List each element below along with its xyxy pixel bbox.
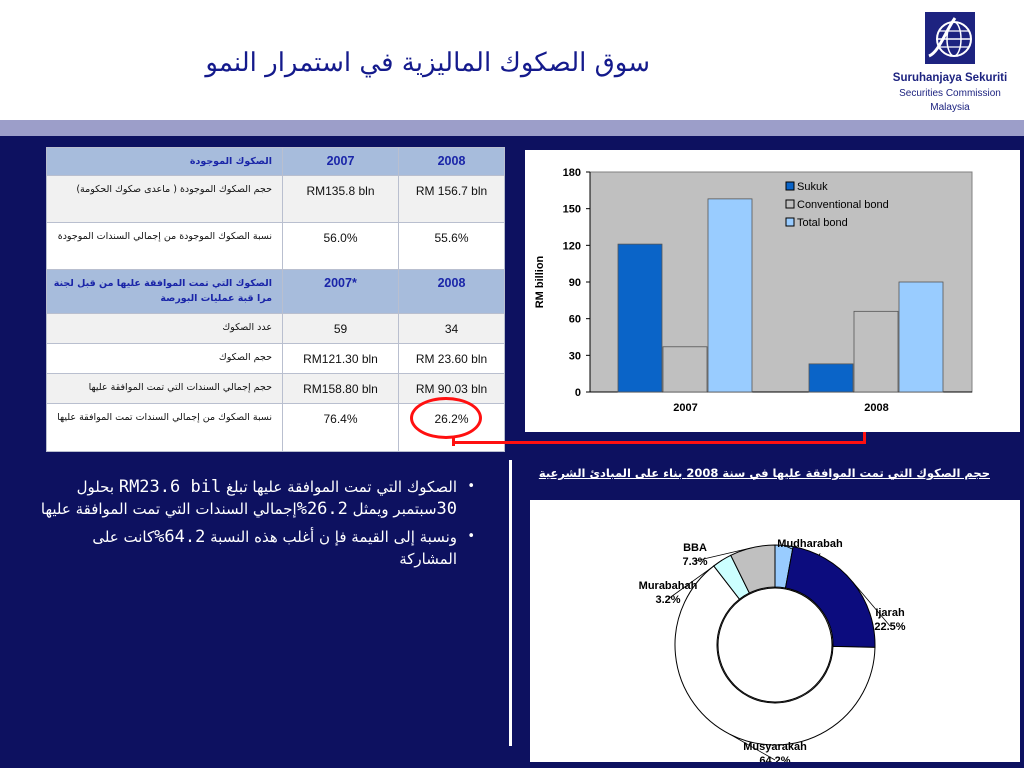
logo-country: Malaysia [930,102,970,113]
legend-swatch [785,181,795,191]
row-value: RM 156.7 bln [398,175,505,223]
bullet-text: إجمالي السندات التي تمت الموافقة عليها [40,500,297,518]
y-tick-label: 30 [569,350,581,362]
row-label: نسبة الصكوك الموجودة من إجمالي السندات ا… [46,222,283,270]
table-header-year: 2008 [398,147,505,176]
bullet-item: • الصكوك التي تمت الموافقة عليها تبلغ RM… [40,476,475,520]
header [0,0,1024,120]
bar-chart-panel: 0 30 60 90 120 150 180 RM billion 2007 2008 Sukuk C… [525,150,1020,432]
pie-chart: Mudharabah2.9%Ijarah22.5%Musyarakah64.2%… [639,538,906,767]
table-header-row: الصكوك الموجودة 2007 2008 [46,147,505,176]
bullet-dot-icon: • [467,529,475,544]
bar [707,198,753,393]
table-row: نسبة الصكوك الموجودة من إجمالي السندات ا… [46,222,505,270]
bullet-percent: 26.2% [296,499,348,519]
pie-chart-panel: Mudharabah2.9%Ijarah22.5%Musyarakah64.2%… [530,500,1020,767]
y-tick-label: 120 [563,240,581,252]
logo-name: Suruhanjaya Sekuriti [892,72,1008,84]
highlight-circle [410,397,482,439]
bullet-text: كانت على المشاركة [92,528,457,568]
bar [808,363,854,393]
connector-line [452,441,866,444]
slice-name-label: BBA [683,542,707,554]
legend-swatch [785,217,795,227]
logo: Suruhanjaya Sekuriti Securities Commissi… [880,10,1020,116]
row-value: 56.0% [282,222,399,270]
leader-line [694,547,753,562]
row-value: RM158.80 bln [282,373,399,404]
table-row: عدد الصكوك 59 34 [46,313,505,344]
bar-chart: 0 30 60 90 120 150 180 RM billion 2007 2008 Sukuk C… [534,167,973,414]
row-value: 55.6% [398,222,505,270]
row-label: حجم إجمالي السندات التي تمت الموافقة علي… [46,373,283,404]
table-header-label: الصكوك الموجودة [46,147,283,176]
slice-name-label: Ijarah [875,607,905,619]
bar [662,346,708,393]
row-value: 59 [282,313,399,344]
slice-name-label: Murabahah [639,580,698,592]
x-tick-label: 2008 [864,402,888,414]
row-value: 76.4% [282,403,399,452]
logo-globe-icon [925,12,975,64]
table-header-label: الصكوك التي تمت الموافقة عليها من قبل لج… [46,269,283,314]
slice-value-label: 3.2% [655,594,680,606]
pie-chart-title: حجم الصكوك التي تمت الموافقة عليها في سن… [538,466,990,480]
y-tick-label: 180 [563,167,581,179]
donut-hole [717,587,833,703]
table-header-year: 2007* [282,269,399,314]
bullet-amount: RM23.6 bil [118,477,222,497]
slide-title: سوق الصكوك الماليزية في استمرار النمو [205,48,650,78]
donut-slice [730,544,776,594]
donut-slice [674,565,876,746]
slice-value-label: 22.5% [874,621,905,633]
sukuk-table: الصكوك الموجودة 2007 2008 حجم الصكوك الم… [46,147,505,452]
legend-label: Sukuk [797,181,828,193]
table-row: حجم الصكوك RM121.30 bln RM 23.60 bln [46,343,505,374]
header-stripe [0,120,1024,136]
logo-subtitle: Securities Commission [899,88,1001,99]
row-value: RM 23.60 bln [398,343,505,374]
y-tick-label: 90 [569,277,581,289]
table-header-year: 2007 [282,147,399,176]
slice-name-label: Musyarakah [743,741,807,753]
table-header-row: الصكوك التي تمت الموافقة عليها من قبل لج… [46,269,505,314]
row-label: حجم الصكوك الموجودة ( ماعدى صكوك الحكومة… [46,175,283,223]
divider [509,460,512,746]
row-value: RM121.30 bln [282,343,399,374]
y-tick-label: 60 [569,314,581,326]
bar [617,243,663,393]
bar [898,281,944,393]
bullet-text: الصكوك التي تمت الموافقة عليها تبلغ [225,478,457,496]
bullet-list: • الصكوك التي تمت الموافقة عليها تبلغ RM… [40,476,475,576]
bullet-item: • ونسبة إلى القيمة فإ ن أغلب هذه النسبة … [40,526,475,570]
table-header-year: 2008 [398,269,505,314]
row-value: 34 [398,313,505,344]
bullet-text: بحلول [76,478,115,496]
legend-label: Total bond [797,217,848,229]
bullet-text: سبتمبر ويمثل [352,500,437,518]
leader-line [729,733,776,761]
leader-line [667,559,723,600]
y-tick-label: 0 [575,387,581,399]
bar [853,310,899,393]
row-value: RM135.8 bln [282,175,399,223]
leader-line [852,581,891,627]
slice-value-label: 7.3% [682,556,707,568]
slice-value-label: 64.2% [759,755,790,762]
x-tick-label: 2007 [673,402,697,414]
y-axis-label: RM billion [534,255,546,308]
row-label: حجم الصكوك [46,343,283,374]
row-label: نسبة الصكوك من إجمالي السندات تمت المواف… [46,403,283,452]
bullet-text: ونسبة إلى القيمة فإ ن أغلب هذه النسبة [210,528,457,546]
slice-name-label: Mudharabah [777,538,843,550]
bullet-dot-icon: • [467,479,475,494]
y-tick-label: 150 [563,204,581,216]
legend-swatch [785,199,795,209]
bullet-percent: 64.2% [154,527,206,547]
legend-label: Conventional bond [797,199,889,211]
row-label: عدد الصكوك [46,313,283,344]
table-row: حجم الصكوك الموجودة ( ماعدى صكوك الحكومة… [46,175,505,223]
bullet-number: 30 [436,499,457,519]
